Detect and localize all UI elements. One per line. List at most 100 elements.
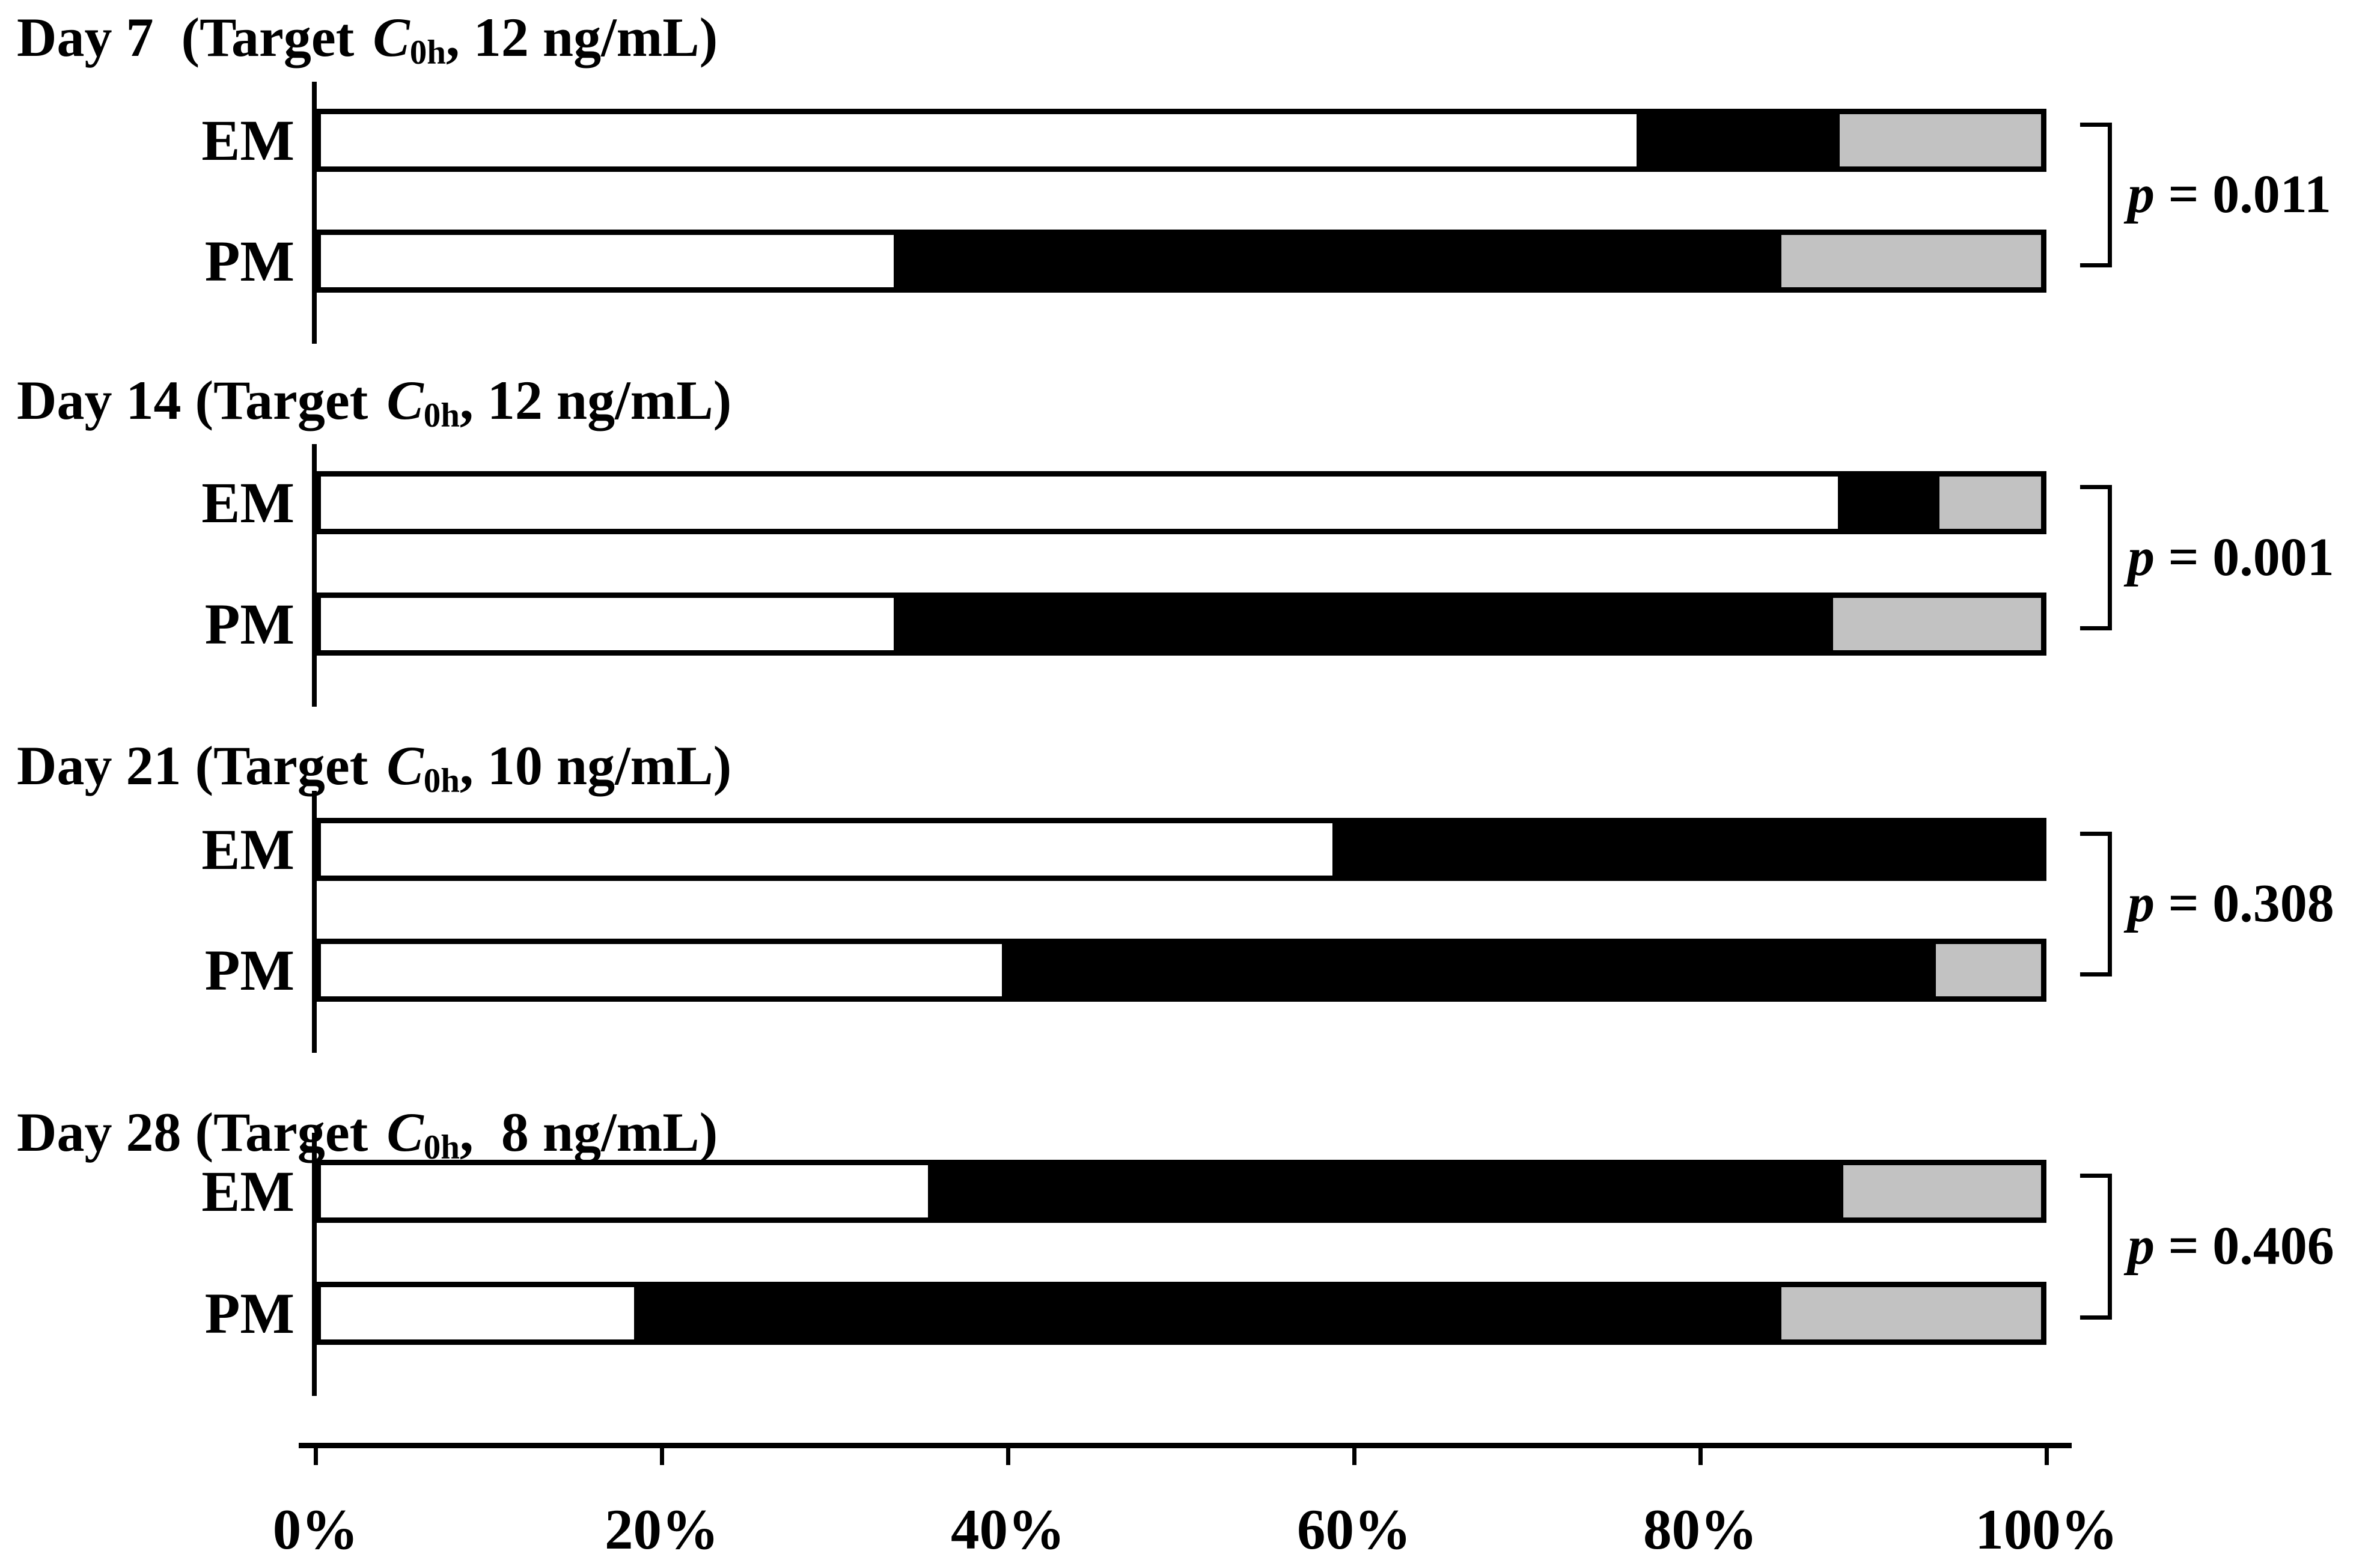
p-value-number: 0.001 — [2212, 527, 2334, 587]
row-label-pm: PM — [204, 1281, 294, 1345]
p-symbol: p — [2128, 527, 2155, 587]
bar-pm — [316, 230, 2046, 293]
row-label-pm: PM — [204, 938, 294, 1002]
row-label-em: EM — [201, 817, 294, 882]
p-symbol: p — [2128, 874, 2155, 933]
comparison-bracket — [2108, 122, 2112, 267]
segment-white — [321, 944, 1002, 996]
x-tick — [660, 1448, 664, 1465]
c0h-subscript: 0h — [423, 1128, 460, 1166]
segment-black — [1838, 477, 1940, 529]
comparison-bracket — [2108, 831, 2112, 976]
c0h-subscript: 0h — [423, 396, 460, 434]
comparison-bracket-top-arm — [2080, 122, 2108, 127]
x-tick-label: 80% — [1643, 1497, 1757, 1561]
panel-title: Day 21 (Target C0h, 10 ng/mL) — [17, 735, 732, 799]
segment-gray — [1936, 944, 2041, 996]
x-tick-label: 0% — [272, 1497, 359, 1561]
panel-y-axis-line — [312, 82, 317, 344]
p-equals-sign: = — [2168, 527, 2199, 587]
p-equals — [2155, 1216, 2168, 1276]
panel-title-suffix: , 12 ng/mL) — [445, 7, 718, 68]
panel-title-prefix: Day 21 (Target — [17, 735, 382, 796]
segment-gray — [1781, 235, 2041, 287]
segment-gray — [1781, 1287, 2041, 1339]
row-label-pm: PM — [204, 592, 294, 656]
p-equals — [2155, 165, 2168, 224]
panel-title-prefix: Day 14 (Target — [17, 370, 382, 431]
p-value-text: p = 0.308 — [2128, 870, 2379, 937]
comparison-bracket-top-arm — [2080, 831, 2108, 836]
panel-y-axis-line — [312, 1133, 317, 1396]
c0h-symbol: C — [373, 7, 410, 68]
p-equals-sign: = — [2168, 165, 2199, 224]
p-value-number: 0.011 — [2212, 165, 2331, 224]
p-equals — [2155, 874, 2168, 933]
p-value-text: p = 0.011 — [2128, 161, 2379, 228]
x-tick — [314, 1448, 318, 1465]
bar-pm — [316, 1282, 2046, 1345]
c0h-subscript: 0h — [423, 761, 460, 800]
p-value — [2199, 528, 2213, 587]
x-tick-label: 40% — [951, 1497, 1065, 1561]
p-value-number: 0.308 — [2212, 874, 2334, 933]
comparison-bracket — [2108, 1173, 2112, 1320]
p-value-text: p = 0.001 — [2128, 524, 2379, 591]
x-tick — [1352, 1448, 1356, 1465]
segment-black — [894, 235, 1781, 287]
segment-gray — [1840, 114, 2041, 166]
c0h-symbol: C — [386, 735, 424, 796]
bar-em — [316, 109, 2046, 172]
x-tick — [1006, 1448, 1010, 1465]
comparison-bracket-bottom-arm — [2080, 1315, 2108, 1320]
x-tick-label: 100% — [1975, 1497, 2118, 1561]
segment-gray — [1843, 1165, 2041, 1217]
x-tick — [2045, 1448, 2049, 1465]
p-value-text: p = 0.406 — [2128, 1213, 2379, 1280]
p-value — [2199, 165, 2213, 224]
panel-title: Day 7 (Target C0h, 12 ng/mL) — [17, 7, 718, 70]
panel-y-axis-line — [312, 791, 317, 1053]
comparison-bracket-bottom-arm — [2080, 263, 2108, 267]
p-equals-sign: = — [2168, 1216, 2199, 1276]
segment-gray — [1939, 477, 2041, 529]
comparison-bracket — [2108, 484, 2112, 630]
segment-black — [1002, 944, 1936, 996]
comparison-bracket-bottom-arm — [2080, 626, 2108, 630]
panel-title-suffix: , 12 ng/mL) — [459, 370, 732, 431]
segment-white — [321, 1287, 634, 1339]
x-axis-line — [299, 1443, 2072, 1448]
p-symbol: p — [2128, 1216, 2155, 1276]
segment-white — [321, 235, 894, 287]
row-label-em: EM — [201, 1159, 294, 1223]
p-value — [2199, 1216, 2213, 1276]
panel-title: Day 14 (Target C0h, 12 ng/mL) — [17, 370, 732, 433]
segment-white — [321, 477, 1838, 529]
segment-black — [633, 1287, 1781, 1339]
row-label-pm: PM — [204, 229, 294, 293]
panel-title-suffix: , 10 ng/mL) — [459, 735, 732, 796]
p-value — [2199, 874, 2213, 933]
segment-black — [1637, 114, 1840, 166]
bar-pm — [316, 939, 2046, 1002]
segment-black — [894, 598, 1833, 650]
x-tick-label: 60% — [1297, 1497, 1411, 1561]
segment-black — [1332, 823, 2041, 876]
x-tick-label: 20% — [605, 1497, 719, 1561]
p-equals-sign: = — [2168, 874, 2199, 933]
panel-title: Day 28 (Target C0h, 8 ng/mL) — [17, 1101, 718, 1165]
segment-white — [321, 114, 1637, 166]
p-symbol: p — [2128, 165, 2155, 224]
segment-black — [928, 1165, 1843, 1217]
row-label-em: EM — [201, 108, 294, 172]
comparison-bracket-bottom-arm — [2080, 972, 2108, 976]
panel-title-prefix: Day 7 (Target — [17, 7, 368, 68]
comparison-bracket-top-arm — [2080, 484, 2108, 489]
segment-white — [321, 1165, 929, 1217]
segment-gray — [1832, 598, 2041, 650]
c0h-subscript: 0h — [409, 33, 446, 72]
c0h-symbol: C — [386, 1101, 424, 1163]
segment-white — [321, 823, 1332, 876]
c0h-symbol: C — [386, 370, 424, 431]
